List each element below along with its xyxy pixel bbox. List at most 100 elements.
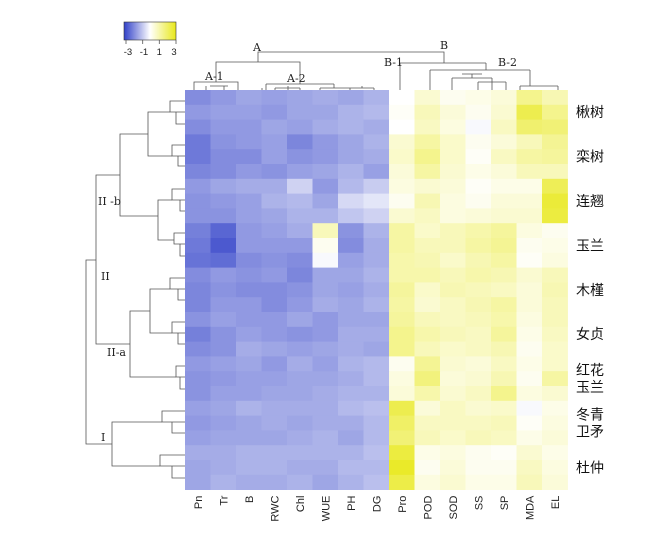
colorbar-tick-3: 1	[157, 47, 162, 58]
heatmap-cell	[287, 341, 313, 357]
heatmap-cell	[338, 164, 364, 180]
heatmap-cell	[389, 193, 415, 209]
heatmap-cell	[210, 371, 237, 387]
heatmap-cell	[516, 149, 543, 165]
heatmap-cell	[287, 474, 313, 490]
heatmap-cell	[363, 282, 390, 298]
heatmap-cell	[465, 267, 492, 283]
row-label: 楸树	[576, 105, 604, 121]
heatmap-cell	[491, 445, 517, 461]
column-dendrogram	[193, 51, 559, 90]
heatmap-cell	[312, 341, 339, 357]
heatmap-cell	[312, 312, 339, 328]
heatmap-cell	[185, 326, 211, 342]
heatmap-cell	[236, 267, 262, 283]
heatmap-cell	[236, 90, 262, 106]
heatmap-cell	[338, 282, 364, 298]
heatmap-cell	[338, 90, 364, 106]
heatmap-cell	[185, 400, 211, 416]
heatmap-cell	[516, 297, 543, 313]
heatmap-cell	[338, 341, 364, 357]
heatmap-cell	[516, 282, 543, 298]
heatmap-cell	[389, 134, 415, 150]
heatmap-cell	[440, 474, 466, 490]
col-cluster-a: A	[252, 41, 262, 54]
heatmap-cell	[414, 371, 441, 387]
heatmap-cell	[236, 400, 262, 416]
colorbar: -3 -1 1 3	[123, 21, 177, 58]
heatmap-cell	[363, 312, 390, 328]
heatmap-cell	[338, 193, 364, 209]
heatmap-cell	[389, 104, 415, 120]
heatmap-cell	[542, 267, 568, 283]
row-label: 红花	[576, 363, 604, 379]
heatmap-cell	[465, 326, 492, 342]
heatmap-cell	[185, 267, 211, 283]
heatmap-cell	[363, 460, 390, 476]
heatmap-cell	[185, 193, 211, 209]
heatmap-cell	[185, 371, 211, 387]
heatmap-cell	[414, 252, 441, 268]
heatmap-cell	[210, 149, 237, 165]
heatmap-cell	[312, 474, 339, 490]
row-label: 连翘	[576, 194, 604, 210]
heatmap-cell	[414, 474, 441, 490]
heatmap-cell	[236, 193, 262, 209]
heatmap-cell	[210, 193, 237, 209]
heatmap-cell	[414, 415, 441, 431]
heatmap-cell	[414, 326, 441, 342]
heatmap-cell	[516, 415, 543, 431]
heatmap-cell	[516, 223, 543, 239]
heatmap-cell	[287, 149, 313, 165]
heatmap-cell	[491, 474, 517, 490]
heatmap-cell	[312, 252, 339, 268]
heatmap-cell	[185, 312, 211, 328]
heatmap-cell	[542, 474, 568, 490]
heatmap-cell	[287, 297, 313, 313]
heatmap-cell	[491, 238, 517, 254]
heatmap-cell	[338, 312, 364, 328]
heatmap-cell	[363, 193, 390, 209]
heatmap-cell	[491, 460, 517, 476]
heatmap-cell	[414, 119, 441, 135]
heatmap-cell	[236, 238, 262, 254]
heatmap-cell	[465, 386, 492, 402]
heatmap-cell	[516, 119, 543, 135]
heatmap-cell	[465, 90, 492, 106]
heatmap-cell	[312, 208, 339, 224]
row-label: 玉兰	[576, 238, 604, 254]
heatmap-cell	[465, 208, 492, 224]
heatmap-cell	[516, 90, 543, 106]
heatmap-cell	[312, 356, 339, 372]
row-label: 女贞	[576, 326, 604, 343]
heatmap-cell	[185, 208, 211, 224]
heatmap-cell	[261, 282, 288, 298]
column-label: RWC	[269, 496, 281, 522]
col-cluster-a2: A-2	[286, 72, 306, 85]
heatmap-cell	[312, 119, 339, 135]
heatmap-cell	[414, 460, 441, 476]
heatmap-cell	[236, 134, 262, 150]
heatmap-cell	[440, 282, 466, 298]
heatmap-cell	[287, 460, 313, 476]
heatmap-cell	[261, 356, 288, 372]
heatmap-cell	[414, 178, 441, 194]
heatmap-cell	[236, 430, 262, 446]
heatmap-cell	[363, 400, 390, 416]
heatmap-cell	[236, 460, 262, 476]
heatmap-cell	[287, 104, 313, 120]
row-label: 栾树	[576, 149, 604, 166]
heatmap-cell	[210, 134, 237, 150]
heatmap-cell	[465, 371, 492, 387]
heatmap-cell	[389, 312, 415, 328]
heatmap-cell	[414, 193, 441, 209]
heatmap-cell	[210, 356, 237, 372]
heatmap-cell	[465, 119, 492, 135]
heatmap-cell	[338, 356, 364, 372]
heatmap-cell	[516, 371, 543, 387]
heatmap-cell	[261, 430, 288, 446]
heatmap-cell	[338, 386, 364, 402]
heatmap-cell	[465, 415, 492, 431]
heatmap-cell	[287, 267, 313, 283]
heatmap-cell	[516, 312, 543, 328]
